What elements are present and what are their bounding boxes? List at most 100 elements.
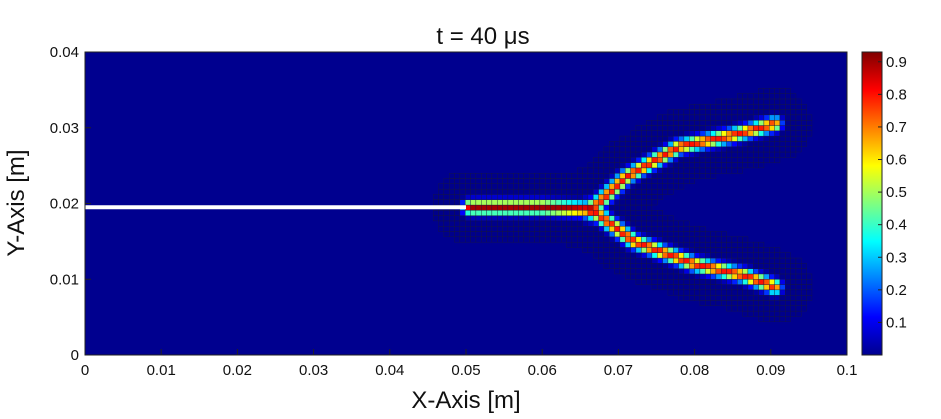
heatmap-cell bbox=[603, 257, 610, 264]
heatmap-cell bbox=[705, 294, 711, 301]
heatmap-cell bbox=[582, 226, 589, 232]
heatmap-cell bbox=[769, 247, 775, 253]
heatmap-cell bbox=[662, 178, 669, 184]
heatmap-cell bbox=[683, 273, 690, 280]
heatmap-cell bbox=[683, 120, 690, 126]
heatmap-cell bbox=[582, 220, 589, 227]
heatmap-cell bbox=[731, 289, 738, 296]
heatmap-cell bbox=[705, 114, 711, 121]
heatmap-cell bbox=[662, 236, 669, 243]
heatmap-cell bbox=[731, 247, 738, 253]
heatmap-cell bbox=[785, 252, 791, 259]
heatmap-cell bbox=[699, 141, 706, 147]
heatmap-cell bbox=[683, 135, 690, 142]
heatmap-cell bbox=[646, 135, 653, 142]
heatmap-cell bbox=[726, 305, 733, 312]
heatmap-cell bbox=[657, 252, 663, 259]
heatmap-cell bbox=[550, 188, 557, 195]
heatmap-cell bbox=[721, 130, 727, 137]
heatmap-cell bbox=[758, 120, 765, 126]
heatmap-cell bbox=[641, 162, 647, 169]
heatmap-cell bbox=[753, 284, 759, 291]
heatmap-cell bbox=[465, 220, 471, 227]
heatmap-cell bbox=[635, 241, 642, 248]
heatmap-cell bbox=[769, 130, 775, 137]
heatmap-cell bbox=[683, 268, 690, 275]
heatmap-cell bbox=[641, 194, 647, 200]
heatmap-cell bbox=[598, 210, 605, 216]
heatmap-cell bbox=[449, 220, 455, 227]
heatmap-cell bbox=[646, 273, 653, 280]
heatmap-cell bbox=[790, 146, 797, 153]
heatmap-cell bbox=[769, 88, 775, 94]
heatmap-cell bbox=[689, 273, 695, 280]
heatmap-cell bbox=[747, 98, 754, 105]
heatmap-cell bbox=[619, 220, 626, 227]
heatmap-cell bbox=[449, 178, 455, 184]
heatmap-cell bbox=[646, 183, 653, 190]
heatmap-cell bbox=[758, 284, 765, 291]
heatmap-cell bbox=[758, 247, 765, 253]
heatmap-cell bbox=[587, 199, 594, 206]
heatmap-cell bbox=[555, 173, 562, 179]
heatmap-cell bbox=[667, 167, 674, 174]
heatmap-cell bbox=[646, 162, 653, 169]
heatmap-cell bbox=[550, 183, 557, 190]
heatmap-cell bbox=[507, 173, 514, 179]
heatmap-cell bbox=[715, 98, 722, 105]
heatmap-cell bbox=[635, 157, 642, 163]
heatmap-cell bbox=[753, 252, 759, 259]
heatmap-cell bbox=[470, 173, 477, 179]
heatmap-cell bbox=[763, 135, 770, 142]
heatmap-cell bbox=[694, 268, 701, 275]
heatmap-cell bbox=[758, 316, 765, 322]
heatmap-cell bbox=[689, 162, 695, 169]
heatmap-cell bbox=[731, 263, 738, 269]
heatmap-cell bbox=[673, 146, 679, 153]
heatmap-cell bbox=[550, 220, 557, 227]
heatmap-cell bbox=[769, 151, 775, 158]
heatmap-cell bbox=[651, 120, 658, 126]
heatmap-cell bbox=[731, 120, 738, 126]
heatmap-cell bbox=[657, 167, 663, 174]
heatmap-cell bbox=[662, 268, 669, 275]
heatmap-cell bbox=[651, 236, 658, 243]
heatmap-cell bbox=[753, 104, 759, 110]
heatmap-cell bbox=[785, 141, 791, 147]
heatmap-cell bbox=[609, 241, 615, 248]
heatmap-cell bbox=[470, 183, 477, 190]
heatmap-cell bbox=[523, 204, 530, 211]
heatmap-cell bbox=[715, 236, 722, 243]
heatmap-cell bbox=[667, 215, 674, 222]
heatmap-cell bbox=[641, 220, 647, 227]
heatmap-cell bbox=[790, 273, 797, 280]
heatmap-cell bbox=[619, 268, 626, 275]
heatmap-cell bbox=[641, 178, 647, 184]
heatmap-cell bbox=[577, 183, 583, 190]
heatmap-cell bbox=[545, 188, 551, 195]
heatmap-cell bbox=[587, 178, 594, 184]
heatmap-cell bbox=[625, 231, 631, 238]
heatmap-cell bbox=[683, 173, 690, 179]
heatmap-cell bbox=[689, 125, 695, 131]
heatmap-cell bbox=[646, 199, 653, 206]
heatmap-cell bbox=[529, 236, 535, 243]
heatmap-cell bbox=[710, 289, 717, 296]
heatmap-cell bbox=[806, 114, 813, 121]
heatmap-cell bbox=[673, 257, 679, 264]
heatmap-cell bbox=[678, 167, 685, 174]
heatmap-cell bbox=[726, 257, 733, 264]
heatmap-cell bbox=[502, 173, 509, 179]
heatmap-cell bbox=[566, 236, 573, 243]
heatmap-cell bbox=[705, 125, 711, 131]
heatmap-cell bbox=[598, 257, 605, 264]
heatmap-cell bbox=[630, 210, 637, 216]
heatmap-cell bbox=[774, 268, 781, 275]
heatmap-cell bbox=[646, 220, 653, 227]
heatmap-cell bbox=[689, 284, 695, 291]
heatmap-cell bbox=[598, 188, 605, 195]
heatmap-cell bbox=[635, 194, 642, 200]
heatmap-cell bbox=[667, 151, 674, 158]
heatmap-cell bbox=[785, 289, 791, 296]
